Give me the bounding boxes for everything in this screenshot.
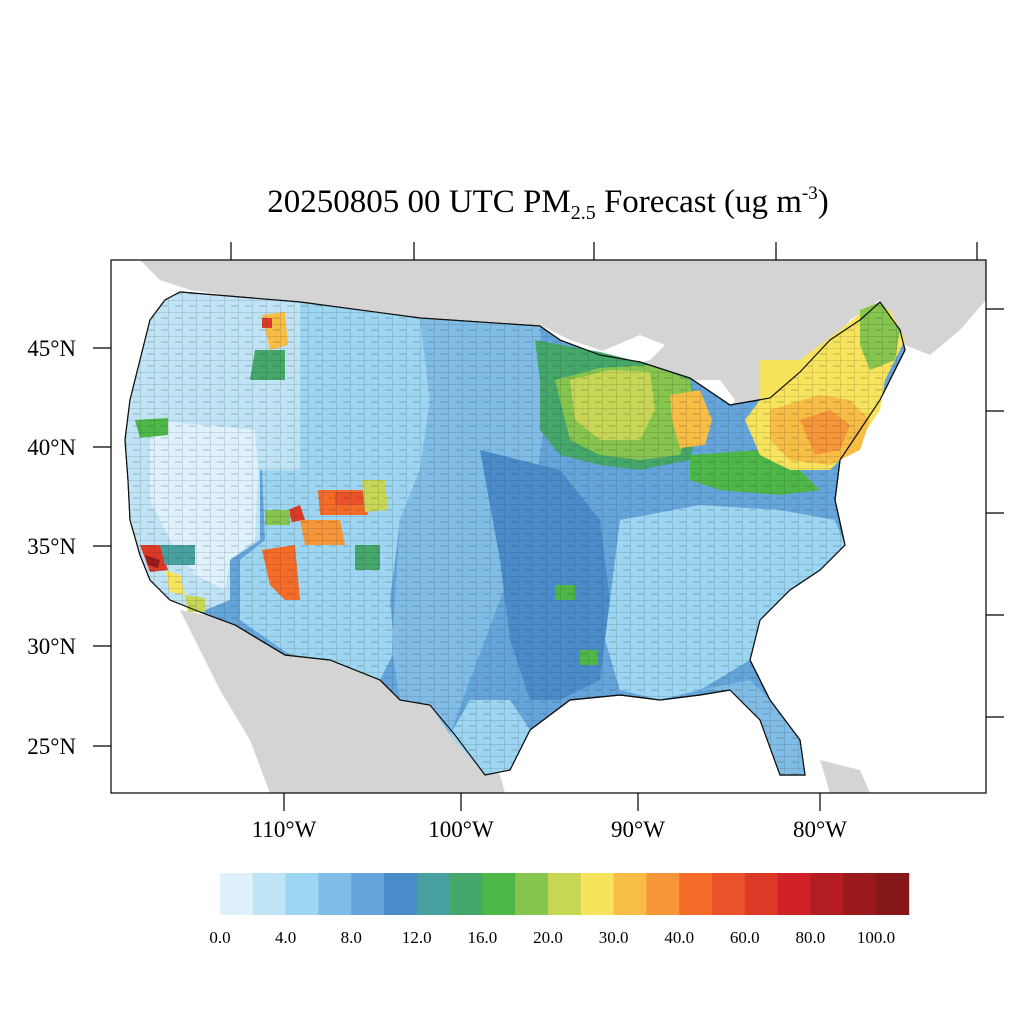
colorbar-swatch <box>580 873 614 915</box>
colorbar-swatch <box>777 873 811 915</box>
plot-frame <box>110 259 987 794</box>
title-suffix: ) <box>817 184 829 220</box>
county-boundaries <box>125 292 905 775</box>
colorbar-swatch <box>416 873 450 915</box>
lat-label-30n: 30°N <box>27 634 76 659</box>
lon-label-80w: 80°W <box>793 817 847 842</box>
colorbar-label: 12.0 <box>402 928 432 947</box>
lon-label-110w: 110°W <box>252 817 317 842</box>
colorbar-swatch <box>318 873 352 915</box>
colorbar-label: 20.0 <box>533 928 563 947</box>
colorbar-swatch <box>515 873 549 915</box>
lat-label-25n: 25°N <box>27 734 76 759</box>
colorbar-label: 16.0 <box>468 928 498 947</box>
colorbar-swatch <box>712 873 746 915</box>
colorbar-label: 100.0 <box>857 928 895 947</box>
colorbar-swatch <box>810 873 844 915</box>
colorbar-swatch <box>679 873 713 915</box>
colorbar-swatch <box>613 873 647 915</box>
lon-label-100w: 100°W <box>428 817 494 842</box>
lat-label-45n: 45°N <box>27 336 76 361</box>
caribbean-landmass <box>820 760 870 793</box>
colorbar: 0.0 4.0 8.0 12.0 16.0 20.0 30.0 40.0 60.0 80.0 100… <box>209 873 910 947</box>
colorbar-swatch <box>876 873 910 915</box>
colorbar-swatch <box>646 873 680 915</box>
colorbar-label: 0.0 <box>209 928 230 947</box>
colorbar-swatch <box>548 873 582 915</box>
colorbar-swatch <box>843 873 877 915</box>
colorbar-label: 4.0 <box>275 928 296 947</box>
colorbar-label: 8.0 <box>341 928 362 947</box>
colorbar-label: 80.0 <box>796 928 826 947</box>
coastline <box>124 291 906 776</box>
colorbar-swatch <box>482 873 516 915</box>
axis-ticks <box>93 242 1004 811</box>
title-middle: Forecast (ug m <box>595 184 802 220</box>
colorbar-swatch <box>744 873 778 915</box>
colorbar-label: 60.0 <box>730 928 760 947</box>
colorbar-swatch <box>384 873 418 915</box>
mexico-landmass <box>180 610 505 793</box>
title-subscript: 2.5 <box>570 202 596 224</box>
colorbar-swatch <box>220 873 254 915</box>
map-layers <box>124 260 986 793</box>
colorbar-swatch <box>252 873 286 915</box>
colorbar-label: 30.0 <box>599 928 629 947</box>
colorbar-label: 40.0 <box>664 928 694 947</box>
title-superscript: -3 <box>801 183 818 204</box>
map-title: 20250805 00 UTC PM2.5 Forecast (ug m-3) <box>0 183 1024 225</box>
lat-label-40n: 40°N <box>27 435 76 460</box>
lat-label-35n: 35°N <box>27 534 76 559</box>
colorbar-swatch <box>449 873 483 915</box>
colorbar-swatch <box>285 873 319 915</box>
colorbar-swatch <box>351 873 385 915</box>
title-prefix: 20250805 00 UTC PM <box>267 184 571 220</box>
lon-label-90w: 90°W <box>611 817 665 842</box>
